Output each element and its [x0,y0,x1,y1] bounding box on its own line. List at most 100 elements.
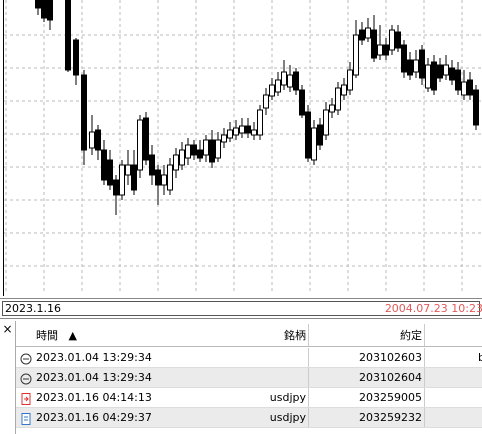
candle-body [467,79,473,96]
candle-body [317,124,323,146]
deal-cell: 203102604 [359,371,422,384]
row-icon [20,412,32,432]
candle-body [41,0,47,19]
time-cell: 2023.01.04 13:29:34 [36,351,152,364]
candle-body [191,144,197,156]
table-row[interactable]: 2023.01.04 13:29:34 203102603 b [16,348,482,368]
candle-body [137,119,143,171]
time-cell: 2023.01.04 13:29:34 [36,371,152,384]
history-panel: × 時間 ▲ 銘柄 約定 2023.01.04 13:29:34 20310260… [0,321,482,434]
candle-body [47,0,53,21]
column-separator [424,408,425,427]
candle-body [365,27,371,39]
candle-body [401,44,407,73]
candle-body [65,0,71,71]
deal-cell: 203102603 [359,351,422,364]
candle-body [95,129,101,151]
candle-body [335,87,341,111]
column-separator [308,324,309,346]
candle-body [293,71,299,91]
candle-body [419,49,425,79]
candle-body [131,164,137,191]
close-button[interactable]: × [0,321,16,434]
deal-cell: 203259005 [359,391,422,404]
candle-body [179,149,185,166]
candle-body [173,154,179,171]
candle-body [209,139,215,163]
candle-body [257,109,263,136]
time-cell: 2023.01.16 04:29:37 [36,411,152,424]
candle-body [239,125,245,134]
header-time[interactable]: 時間 ▲ [36,329,77,342]
candle-body [101,149,107,181]
candle-body [347,69,353,91]
candle-body [107,159,113,186]
candle-body [311,127,317,161]
column-separator [424,324,425,346]
candle-body [377,44,383,56]
row-icon [20,392,32,412]
candle-body [287,74,293,88]
candle-body [215,139,221,159]
candle-body [299,89,305,116]
date-text: 2023.1.16 [5,302,61,315]
column-separator [424,368,425,387]
candle-body [73,39,79,76]
column-separator [424,388,425,407]
column-separator [308,348,309,367]
symbol-cell: usdjpy [269,391,306,404]
row-icon [20,352,32,372]
table-row[interactable]: 2023.01.16 04:14:13 usdjpy 203259005 [16,388,482,408]
candle-body [221,134,227,143]
candle-body [449,67,455,81]
candle-body [461,81,467,96]
candle-body [359,29,365,41]
time-cell: 2023.01.16 04:14:13 [36,391,152,404]
candle-body [329,104,335,113]
date-input[interactable]: 2023.1.16 2004.07.23 10:23 [2,301,482,316]
candle-body [455,69,461,91]
date-bar: 2023.1.16 2004.07.23 10:23 [0,298,482,319]
candle-body [473,89,479,126]
candle-body [413,59,419,73]
candle-body [389,29,395,51]
header-deal[interactable]: 約定 [400,329,422,342]
header-text: 時間 [36,329,58,342]
header-symbol[interactable]: 銘柄 [284,329,306,342]
candle-body [341,84,347,96]
candle-body [119,164,125,196]
candle-body [371,29,377,59]
candle-body [383,44,389,56]
candle-body [161,174,167,186]
candle-body [275,79,281,93]
candle-body [431,61,437,91]
candle-body [167,164,173,191]
candle-body [81,74,87,151]
candle-body [113,179,119,196]
candle-body [407,59,413,76]
candle-body [125,164,131,176]
candle-body [35,0,41,9]
candle-body [89,131,95,149]
candle-body [149,154,155,176]
candle-body [425,64,431,89]
header-row: 時間 ▲ 銘柄 約定 [16,324,482,347]
candle-body [323,109,329,136]
column-separator [308,408,309,427]
candle-body [263,94,269,109]
candle-body [185,144,191,159]
column-separator [308,388,309,407]
candle-body [437,64,443,79]
candle-body [233,127,239,136]
table-row[interactable]: 2023.01.16 04:29:37 usdjpy 203259232 [16,408,482,428]
table-row[interactable]: 2023.01.04 13:29:34 203102604 [16,368,482,388]
symbol-cell: usdjpy [269,411,306,424]
candle-body [353,34,359,76]
deal-cell: 203259232 [359,411,422,424]
candle-body [251,129,257,136]
candle-body [197,149,203,159]
candle-body [281,71,287,86]
candle-body [443,64,449,76]
candle-body [227,129,233,139]
